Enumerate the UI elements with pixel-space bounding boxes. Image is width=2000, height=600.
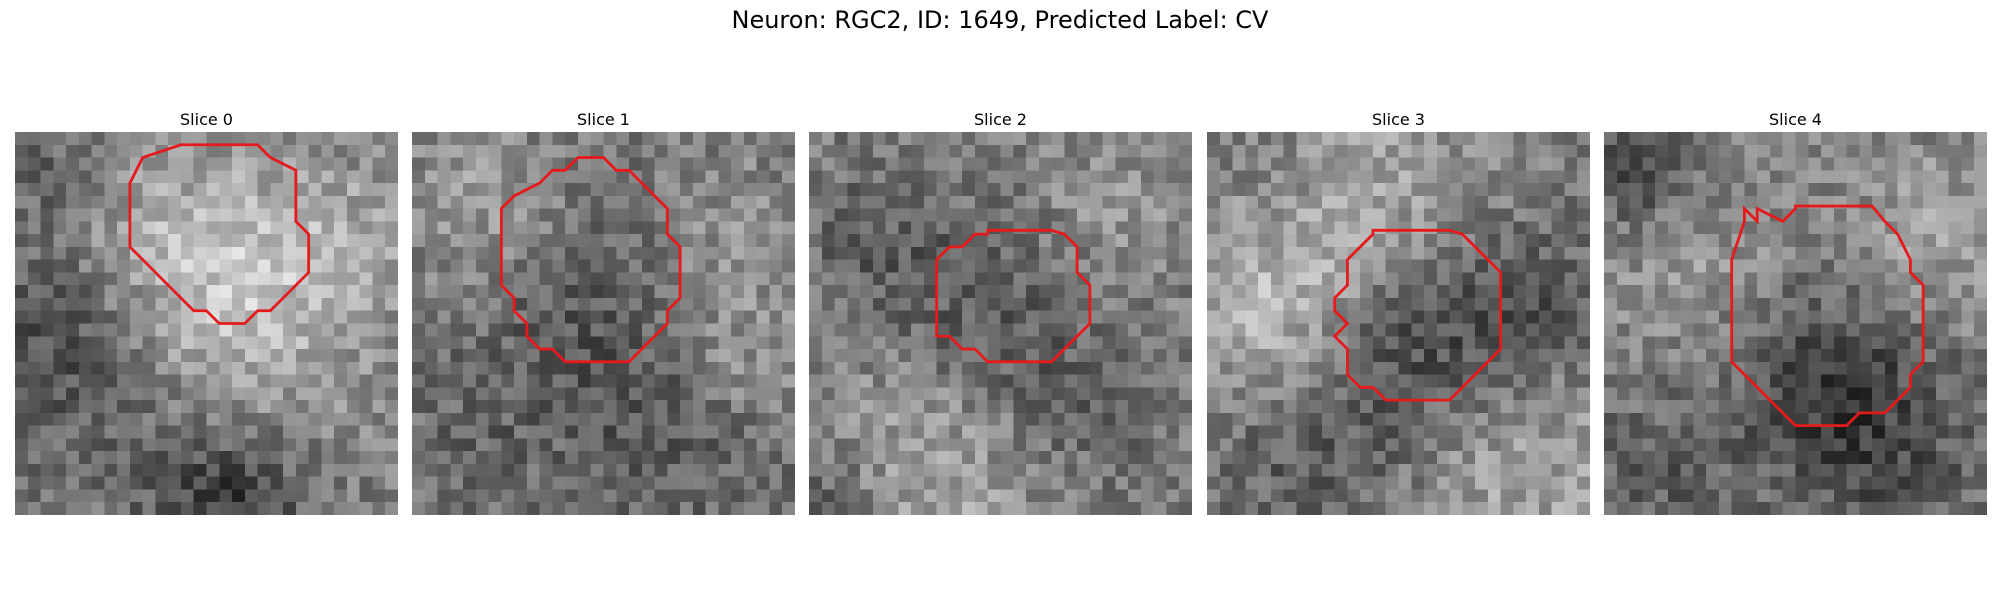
pixel-grid-4 [1604,132,1987,515]
slice-title-4: Slice 4 [1769,110,1822,129]
slice-panel-3: Slice 3 [1207,108,1590,515]
slice-image-4 [1604,132,1987,515]
pixel-grid-2 [809,132,1192,515]
roi-outline-4 [1730,204,1925,428]
roi-outline-0 [128,143,311,325]
roi-outline-2 [935,228,1092,364]
slice-panel-2: Slice 2 [809,108,1192,515]
roi-outline-3 [1332,228,1503,402]
pixel-grid-1 [412,132,795,515]
slice-title-1: Slice 1 [577,110,630,129]
slice-title-0: Slice 0 [180,110,233,129]
roi-outline-1 [499,156,682,364]
figure-title: Neuron: RGC2, ID: 1649, Predicted Label:… [731,6,1269,34]
slice-image-1 [412,132,795,515]
slice-panel-0: Slice 0 [15,108,398,515]
slice-panel-1: Slice 1 [412,108,795,515]
pixel-grid-0 [15,132,398,515]
slice-title-3: Slice 3 [1372,110,1425,129]
slice-panel-4: Slice 4 [1604,108,1987,515]
slice-image-2 [809,132,1192,515]
pixel-grid-3 [1207,132,1590,515]
slice-title-2: Slice 2 [974,110,1027,129]
slice-image-0 [15,132,398,515]
slice-image-3 [1207,132,1590,515]
